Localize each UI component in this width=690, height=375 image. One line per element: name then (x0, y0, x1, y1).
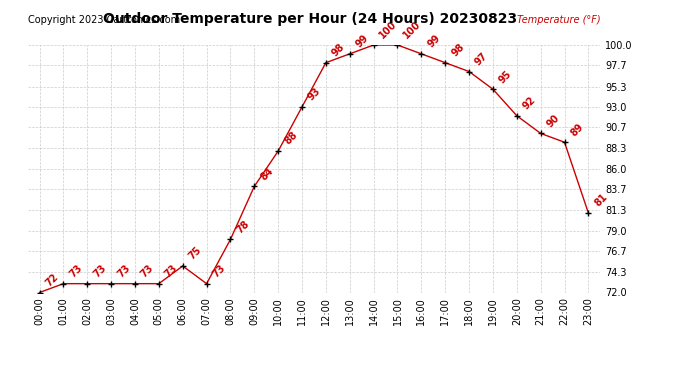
Text: 88: 88 (282, 130, 299, 147)
Text: 72: 72 (43, 272, 60, 288)
Text: Outdoor Temperature per Hour (24 Hours) 20230823: Outdoor Temperature per Hour (24 Hours) … (104, 12, 518, 26)
Text: 93: 93 (306, 86, 323, 103)
Text: 99: 99 (354, 33, 371, 50)
Text: 98: 98 (330, 42, 347, 58)
Text: 92: 92 (521, 95, 538, 111)
Text: 99: 99 (426, 33, 442, 50)
Text: 100: 100 (377, 20, 399, 41)
Text: 73: 73 (163, 263, 179, 279)
Text: Temperature (°F): Temperature (°F) (517, 15, 600, 25)
Text: 84: 84 (259, 165, 275, 182)
Text: 95: 95 (497, 68, 513, 85)
Text: Copyright 2023 Cartronics.com: Copyright 2023 Cartronics.com (28, 15, 179, 25)
Text: 73: 73 (91, 263, 108, 279)
Text: 75: 75 (187, 245, 204, 262)
Text: 81: 81 (593, 192, 609, 209)
Text: 89: 89 (569, 122, 585, 138)
Text: 100: 100 (402, 20, 423, 41)
Text: 73: 73 (115, 263, 132, 279)
Text: 78: 78 (235, 219, 251, 235)
Text: 73: 73 (139, 263, 156, 279)
Text: 98: 98 (449, 42, 466, 58)
Text: 73: 73 (210, 263, 227, 279)
Text: 73: 73 (68, 263, 84, 279)
Text: 90: 90 (545, 112, 562, 129)
Text: 97: 97 (473, 51, 490, 68)
